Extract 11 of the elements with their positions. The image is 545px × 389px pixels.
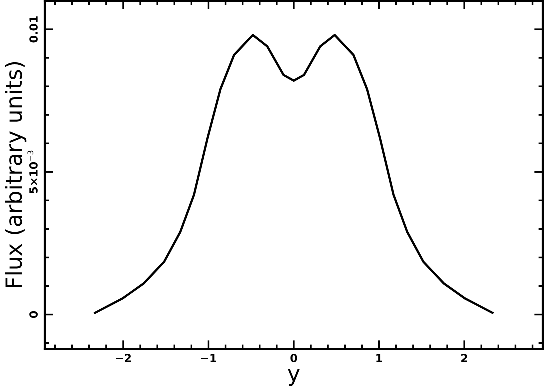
line-series (94, 34, 494, 314)
x-tick-label: −2 (116, 354, 132, 362)
y-tick-label: 5×10$^{−3}$ (28, 150, 38, 194)
x-tick-label: 2 (462, 354, 468, 362)
x-tick-label: −1 (201, 354, 216, 362)
x-tick-label: 0 (290, 354, 298, 362)
y-tick-label: 0 (30, 311, 38, 318)
y-tick-label: 0.01 (30, 16, 38, 43)
y-axis-title: Flux (arbitrary units) (5, 62, 27, 288)
x-tick-label: 1 (376, 354, 382, 362)
x-axis-title: y (288, 369, 300, 386)
